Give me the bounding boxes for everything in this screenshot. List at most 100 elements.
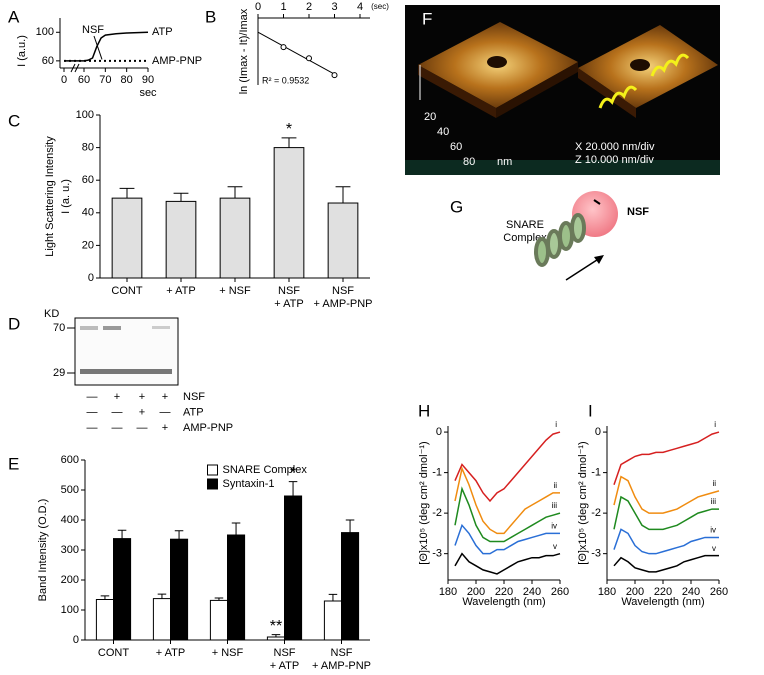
bar	[323, 600, 342, 641]
y-tick-label: 400	[61, 514, 79, 526]
series-label: iii	[552, 501, 558, 510]
data-point	[280, 44, 287, 51]
series-label: ii	[712, 479, 716, 488]
x-tick-label: CONT	[111, 285, 142, 297]
x-tick-label: 200	[467, 586, 485, 598]
x-tick-label: + ATP	[156, 647, 185, 659]
error-bar	[100, 595, 110, 600]
data-line	[454, 466, 560, 535]
series-label: v	[712, 544, 716, 553]
error-bar	[227, 186, 243, 199]
x-tick-label: 260	[710, 586, 728, 598]
error-bar	[231, 522, 241, 535]
treatment-label: ATP	[183, 406, 204, 418]
afm-side	[418, 65, 496, 118]
data-line	[613, 495, 719, 531]
y-tick-label: 100	[76, 109, 94, 121]
panel-label: G	[450, 197, 463, 216]
treatment-sign: +	[114, 391, 120, 403]
data-line	[613, 475, 720, 514]
nsf-mark	[593, 199, 601, 205]
y-tick-label: 600	[61, 454, 79, 466]
annotation: NSF	[82, 24, 104, 36]
y-tick-label: 0	[595, 426, 601, 438]
afm-unit: nm	[497, 156, 512, 168]
y-axis-label: I (a.u.)	[16, 35, 28, 67]
x-tick-label: 240	[682, 586, 700, 598]
x-tick-label: NSF + ATP	[274, 285, 303, 310]
afm-scale: Z 10.000 nm/div	[575, 154, 654, 166]
series-label: iv	[710, 526, 716, 535]
x-tick-label: + ATP	[166, 285, 195, 297]
afm-tick: 80	[463, 156, 475, 168]
error-bar	[119, 187, 135, 199]
error-bar	[271, 634, 281, 637]
treatment-sign: —	[160, 406, 171, 418]
fit-line	[257, 31, 338, 76]
panel-label: C	[8, 111, 20, 130]
x-tick-label: NSF + AMP-PNP	[312, 647, 371, 672]
gel-band	[103, 326, 121, 330]
afm-side	[578, 68, 636, 118]
y-tick-label: 0	[88, 272, 94, 284]
x-tick-label: NSF + ATP	[270, 647, 299, 672]
bar	[165, 200, 197, 279]
legend-swatch	[207, 464, 218, 476]
x-axis-label: Wavelength (nm)	[621, 596, 704, 608]
x-tick-label: 180	[439, 586, 457, 598]
treatment-sign: —	[87, 422, 98, 434]
gel-band	[80, 369, 172, 374]
error-bar	[335, 186, 351, 204]
annotation: *	[290, 465, 296, 482]
y-tick-label: 100	[61, 604, 79, 616]
x-tick-label: 70	[99, 74, 111, 86]
direction-arrow	[565, 257, 601, 281]
x-tick-label: 1	[280, 1, 286, 13]
panel-label: I	[588, 401, 593, 420]
y-axis-label: ln (Imax - It)/Imax	[238, 8, 250, 94]
afm-tick: 20	[424, 111, 436, 123]
series-label: ii	[553, 481, 557, 490]
data-line	[613, 528, 719, 555]
y-tick-label: 40	[82, 207, 94, 219]
afm-pore	[630, 59, 650, 71]
y-tick-label: -3	[432, 548, 442, 560]
gel-panel: D KD 70 29	[8, 308, 179, 386]
legend-label: Syntaxin-1	[223, 478, 275, 490]
y-axis-label: I (a. u.)	[60, 179, 72, 214]
y-axis-label: [Θ]x10⁵ (deg cm² dmol⁻¹)	[418, 441, 430, 564]
bar	[209, 599, 228, 641]
annotation-pointer	[93, 35, 103, 60]
error-bar	[214, 597, 224, 601]
x-tick-label: 240	[523, 586, 541, 598]
afm-tick: 60	[450, 141, 462, 153]
data-line	[454, 431, 561, 503]
x-axis-label: (sec)	[371, 2, 389, 11]
data-line	[64, 31, 149, 62]
x-tick-label: CONT	[98, 647, 129, 659]
x-tick-label: 220	[654, 586, 672, 598]
y-axis-label: Band Intensity (O.D.)	[37, 499, 49, 602]
error-bar	[173, 192, 189, 202]
annotation: R² = 0.9532	[262, 75, 309, 85]
y-axis-label: Light Scattering Intensity	[44, 136, 56, 257]
panel-label: A	[8, 7, 20, 26]
gel-band	[152, 326, 170, 329]
gel-marker: 70	[53, 322, 65, 334]
y-tick-label: -1	[432, 467, 442, 479]
treatment-sign: +	[162, 391, 168, 403]
data-line	[613, 554, 719, 573]
gel-band	[80, 326, 98, 330]
y-tick-label: 20	[82, 239, 94, 251]
complex-label: SNARE Complex	[503, 219, 547, 244]
error-bar	[281, 137, 297, 148]
panel-label: D	[8, 314, 20, 333]
y-tick-label: 500	[61, 484, 79, 496]
panel-label: H	[418, 401, 430, 420]
y-tick-label: 300	[61, 544, 79, 556]
bar	[327, 202, 359, 279]
afm-strip	[405, 160, 720, 175]
error-bar	[157, 593, 167, 599]
afm-tick: 40	[437, 126, 449, 138]
